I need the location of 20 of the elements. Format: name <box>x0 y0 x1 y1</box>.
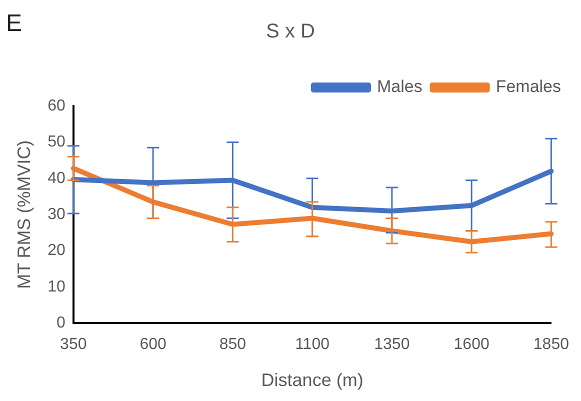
x-tick-label: 1100 <box>295 336 330 354</box>
y-tick-label: 30 <box>48 206 66 224</box>
y-tick-label: 40 <box>48 170 66 187</box>
chart-title: S x D <box>266 20 315 43</box>
x-tick-label: 1600 <box>454 336 490 354</box>
y-tick-label: 0 <box>56 314 66 332</box>
legend-label: Males <box>376 77 422 96</box>
x-tick-label: 350 <box>60 336 87 354</box>
x-tick-label: 850 <box>219 336 246 354</box>
y-tick-label: 10 <box>48 278 66 296</box>
y-tick-label: 20 <box>48 242 66 260</box>
x-tick-label: 1850 <box>533 336 570 354</box>
x-axis-title: Distance (m) <box>261 370 364 390</box>
text: E <box>6 10 22 38</box>
y-tick-label: 60 <box>48 97 66 114</box>
x-tick-label: 600 <box>140 336 166 354</box>
x-tick-label: 1350 <box>374 336 410 354</box>
y-axis-title: MT RMS (%MVIC) <box>14 140 34 289</box>
y-tick-label: 50 <box>48 134 66 151</box>
legend-label: Females <box>496 77 561 96</box>
